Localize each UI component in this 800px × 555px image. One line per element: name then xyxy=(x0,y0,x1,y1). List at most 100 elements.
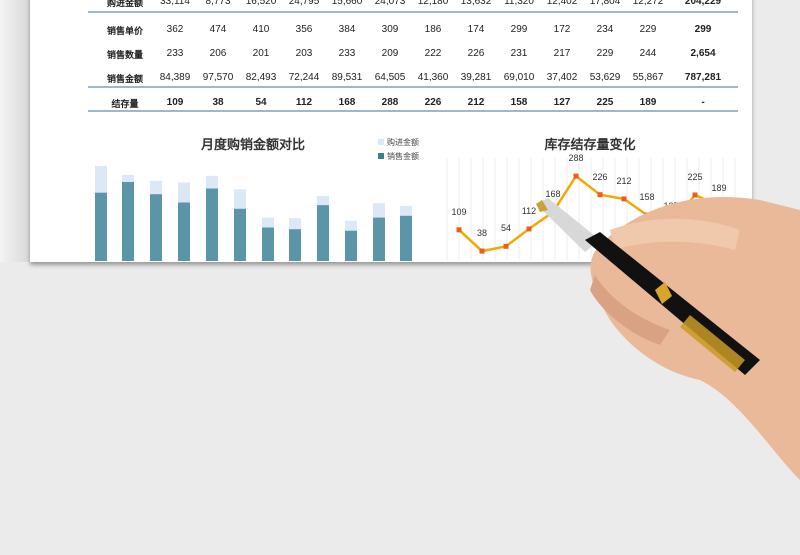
table-cell[interactable]: 226 xyxy=(467,48,485,59)
table-cell[interactable]: 33,114 xyxy=(160,0,190,7)
table-cell[interactable]: 53,629 xyxy=(589,72,621,83)
divider xyxy=(88,11,738,13)
table-cell[interactable]: 410 xyxy=(252,24,270,35)
bar-sales xyxy=(150,194,162,261)
bar-sales xyxy=(178,202,190,261)
row-label: 结存量 xyxy=(111,99,139,109)
table-cell[interactable]: 186 xyxy=(424,24,442,35)
table-cell[interactable]: 201 xyxy=(252,48,270,59)
data-label: 288 xyxy=(568,153,584,164)
table-cell[interactable]: 8,773 xyxy=(205,0,231,7)
bar-purchase xyxy=(150,180,162,195)
table-cell[interactable]: 212 xyxy=(467,97,485,108)
total-cell[interactable]: 204,229 xyxy=(684,0,722,7)
table-cell[interactable]: 41,360 xyxy=(417,72,449,83)
table-cell[interactable]: 97,570 xyxy=(202,72,234,83)
data-label: 38 xyxy=(476,228,488,239)
bar-sales xyxy=(234,208,246,261)
bar-purchase xyxy=(400,205,412,216)
table-cell[interactable]: 69,010 xyxy=(503,72,535,83)
table-cell[interactable]: 474 xyxy=(209,24,227,35)
table-cell[interactable]: 203 xyxy=(295,48,313,59)
table-cell[interactable]: 217 xyxy=(553,48,571,59)
bar-purchase xyxy=(206,175,218,189)
table-cell[interactable]: 12,402 xyxy=(546,0,578,7)
table-cell[interactable]: 55,867 xyxy=(632,72,664,83)
table-cell[interactable]: 362 xyxy=(166,24,184,35)
table-cell[interactable]: 54 xyxy=(255,97,267,108)
data-label: 54 xyxy=(500,223,512,234)
table-cell[interactable]: 13,632 xyxy=(460,0,492,7)
table-cell[interactable]: 39,281 xyxy=(460,72,492,83)
table-cell[interactable]: 11,320 xyxy=(504,0,534,7)
line-marker xyxy=(692,192,698,198)
table-cell[interactable]: 174 xyxy=(467,24,485,35)
legend-sales: 销售金额 xyxy=(378,151,419,162)
table-cell[interactable]: 89,531 xyxy=(331,72,363,83)
row-label: 销售单价 xyxy=(106,26,144,36)
table-cell[interactable]: 209 xyxy=(381,48,399,59)
table-cell[interactable]: 24,795 xyxy=(288,0,320,7)
bar-sales xyxy=(289,229,301,261)
table-cell[interactable]: 206 xyxy=(209,48,227,59)
table-cell[interactable]: 189 xyxy=(639,97,657,108)
table-cell[interactable]: 82,493 xyxy=(245,72,277,83)
table-cell[interactable]: 384 xyxy=(338,24,356,35)
data-label: 109 xyxy=(451,206,467,217)
data-label: 212 xyxy=(616,175,632,186)
table-cell[interactable]: 38 xyxy=(212,97,224,108)
table-cell[interactable]: 356 xyxy=(295,24,313,35)
table-cell[interactable]: 15,660 xyxy=(331,0,363,7)
total-cell[interactable]: 787,281 xyxy=(684,72,722,83)
table-cell[interactable]: 72,244 xyxy=(288,72,320,83)
table-cell[interactable]: 16,520 xyxy=(245,0,277,7)
table-cell[interactable]: 226 xyxy=(424,97,442,108)
table-cell[interactable]: 222 xyxy=(424,48,442,59)
table-cell[interactable]: 229 xyxy=(596,48,614,59)
table-cell[interactable]: 109 xyxy=(166,97,184,108)
bar-sales xyxy=(122,182,134,261)
bar-sales xyxy=(206,188,218,261)
table-cell[interactable]: 12,180 xyxy=(417,0,449,7)
total-cell[interactable]: 299 xyxy=(694,24,712,35)
table-cell[interactable]: 309 xyxy=(381,24,399,35)
table-cell[interactable]: 225 xyxy=(596,97,614,108)
table-cell[interactable]: 231 xyxy=(510,48,528,59)
table-cell[interactable]: 234 xyxy=(596,24,614,35)
line-marker xyxy=(621,196,627,202)
table-cell[interactable]: 288 xyxy=(381,97,399,108)
table-cell[interactable]: 24,073 xyxy=(374,0,406,7)
table-cell[interactable]: 127 xyxy=(553,97,571,108)
table-cell[interactable]: 84,389 xyxy=(159,72,191,83)
sidebar-shadow xyxy=(0,0,30,262)
table-cell[interactable]: 233 xyxy=(166,48,184,59)
line-marker xyxy=(597,192,603,198)
table-cell[interactable]: 158 xyxy=(510,97,528,108)
data-label: 112 xyxy=(521,205,537,216)
table-cell[interactable]: 244 xyxy=(639,48,657,59)
bar-purchase xyxy=(178,182,190,203)
table-cell[interactable]: 229 xyxy=(639,24,657,35)
bar-sales xyxy=(262,227,274,261)
line-marker xyxy=(479,248,485,254)
total-cell[interactable]: 2,654 xyxy=(690,48,716,59)
table-cell[interactable]: 12,272 xyxy=(632,0,664,7)
data-label: 168 xyxy=(545,189,561,200)
table-cell[interactable]: 168 xyxy=(338,97,356,108)
bar-sales xyxy=(95,192,107,261)
table-cell[interactable]: 233 xyxy=(338,48,356,59)
bar-purchase xyxy=(373,203,385,218)
table-cell[interactable]: 172 xyxy=(553,24,571,35)
bar-purchase xyxy=(345,220,357,231)
bar-purchase xyxy=(317,195,329,206)
bar-sales xyxy=(373,217,385,261)
table-cell[interactable]: 64,505 xyxy=(374,72,406,83)
table-cell[interactable]: 112 xyxy=(295,97,313,108)
table-cell[interactable]: 299 xyxy=(510,24,528,35)
data-label: 189 xyxy=(711,182,727,193)
table-cell[interactable]: 37,402 xyxy=(546,72,578,83)
total-cell[interactable]: - xyxy=(701,97,705,108)
table-cell[interactable]: 17,804 xyxy=(589,0,621,7)
